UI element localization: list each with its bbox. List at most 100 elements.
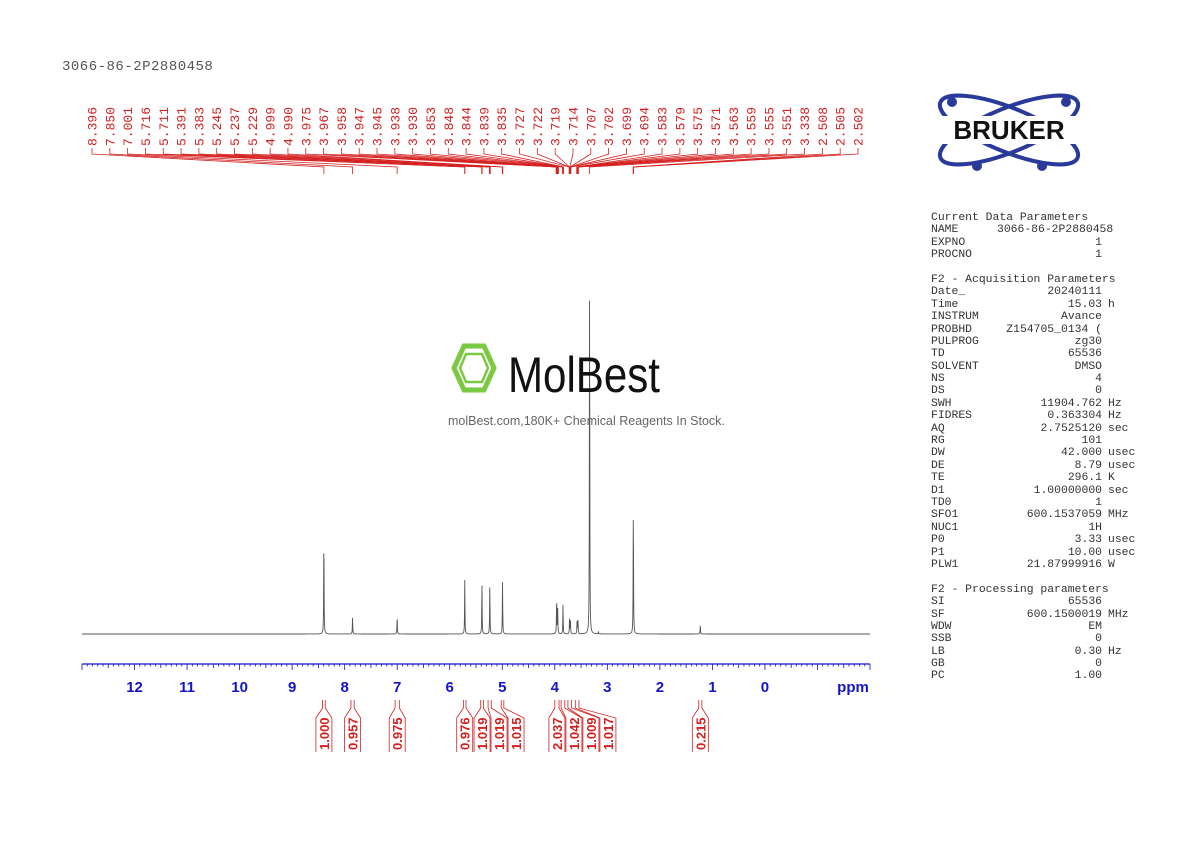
peak-label-connector [180, 148, 483, 174]
peak-label: 3.563 [727, 107, 742, 146]
molbest-logo-icon: MolBest [451, 343, 660, 403]
param-value: 42.000 [1060, 447, 1102, 460]
param-value: 65536 [1067, 596, 1102, 609]
x-tick-label: 4 [551, 679, 560, 696]
integral-bracket [344, 700, 361, 752]
param-name: NUC1 [931, 521, 959, 534]
param-row: SF 600.1500019 MHz [931, 609, 1135, 621]
peak-label: 3.853 [424, 107, 439, 146]
param-unit: W [1108, 558, 1115, 571]
peak-label-connector [501, 148, 564, 174]
param-unit: h [1108, 298, 1115, 311]
x-tick-label: 11 [179, 679, 195, 696]
integral-value: 0.957 [346, 717, 361, 750]
param-row: RG 101 [931, 435, 1135, 447]
param-value: 0 [1095, 385, 1102, 398]
integral-bracket [388, 700, 406, 752]
peak-label: 3.722 [531, 107, 546, 146]
peak-label-connector [394, 148, 559, 174]
param-row: SWH 11904.762 Hz [931, 398, 1135, 410]
param-unit [1102, 670, 1108, 682]
param-name: SWH [931, 397, 952, 410]
param-name: WDW [931, 620, 952, 633]
param-row: SFO1 600.1537059 MHz [931, 509, 1135, 521]
integral-value: 1.015 [509, 717, 524, 750]
param-value: 3066-86-2P2880458 [997, 224, 1114, 237]
peak-label: 3.727 [513, 107, 528, 146]
integral-bracket [487, 700, 508, 752]
integral-bracket [473, 700, 491, 752]
param-name: FIDRES [931, 410, 973, 423]
peak-label: 3.555 [762, 107, 777, 146]
peak-label: 3.699 [620, 107, 635, 146]
param-row: PC 1.00 [931, 670, 1135, 682]
parameters-panel: Current Data Parameters NAME 3066-86-2P288… [931, 212, 1135, 683]
peak-label-connector [576, 148, 716, 174]
peak-label-connector [127, 148, 398, 174]
x-axis-label: ppm [837, 679, 869, 696]
param-section-heading: F2 - Processing parameters [931, 583, 1109, 596]
peak-label-connector [162, 148, 466, 174]
peak-label: 8.396 [86, 107, 101, 146]
param-name: SFO1 [931, 509, 959, 522]
param-row: TD0 1 [931, 497, 1135, 509]
peak-label: 3.694 [638, 107, 653, 146]
param-row: AQ 2.7525120 sec [931, 423, 1135, 435]
param-row: DW 42.000 usec [931, 447, 1135, 459]
x-tick-label: 10 [231, 679, 248, 696]
param-name: DW [931, 447, 945, 460]
param-value: 15.03 [1067, 298, 1102, 311]
param-name: INSTRUM [931, 311, 979, 324]
integral-value: 1.000 [317, 717, 332, 750]
param-value: 0 [1095, 633, 1102, 646]
param-name: SOLVENT [931, 360, 979, 373]
param-name: DS [931, 385, 945, 398]
param-row: D1 1.00000000 sec [931, 485, 1135, 497]
integral-bracket [456, 700, 474, 752]
peak-label-connector [633, 148, 859, 174]
param-name: SF [931, 608, 945, 621]
integral-value: 0.976 [458, 717, 473, 750]
peak-label: 3.702 [602, 107, 617, 146]
param-unit [1102, 336, 1108, 348]
peak-label: 3.707 [584, 107, 599, 146]
param-value: 0 [1095, 658, 1102, 671]
peak-label: 3.947 [353, 107, 368, 146]
peak-label-connector [109, 148, 353, 174]
peak-label: 5.716 [139, 107, 154, 146]
x-tick-label: 6 [446, 679, 454, 696]
param-value: 1.00 [1074, 670, 1102, 683]
param-value: 1.00000000 [1033, 484, 1102, 497]
peak-label: 3.338 [798, 107, 813, 146]
param-value: 11904.762 [1040, 397, 1102, 410]
param-unit [1102, 249, 1108, 261]
peak-label: 3.583 [656, 107, 671, 146]
peak-label-connector [577, 148, 788, 174]
param-section-heading: Current Data Parameters [931, 212, 1089, 224]
integral-value: 2.037 [550, 717, 565, 750]
param-name: PLW1 [931, 558, 959, 571]
param-name: TE [931, 472, 945, 485]
param-row: INSTRUM Avance [931, 311, 1135, 323]
integral-bracket [500, 700, 525, 752]
peak-label: 3.967 [317, 107, 332, 146]
param-unit: sec [1108, 422, 1129, 435]
param-name: DE [931, 459, 945, 472]
param-name: SSB [931, 633, 952, 646]
peak-label: 3.945 [371, 107, 386, 146]
x-tick-label: 7 [393, 679, 401, 696]
param-name: RG [931, 435, 945, 448]
param-name: TD0 [931, 496, 952, 509]
peak-label-connector [145, 148, 466, 174]
param-value: DMSO [1074, 360, 1102, 373]
x-tick-label: 9 [288, 679, 296, 696]
param-unit [1102, 385, 1108, 397]
param-name: PULPROG [931, 335, 979, 348]
param-row: TD 65536 [931, 348, 1135, 360]
param-section-heading: F2 - Acquisition Parameters [931, 273, 1116, 286]
molbest-tagline: molBest.com,180K+ Chemical Reagents In S… [448, 414, 725, 428]
param-unit: Hz [1108, 645, 1122, 658]
param-unit [1102, 435, 1108, 447]
peak-label: 3.719 [549, 107, 564, 146]
param-row: NAME 3066-86-2P2880458 [931, 224, 1135, 236]
